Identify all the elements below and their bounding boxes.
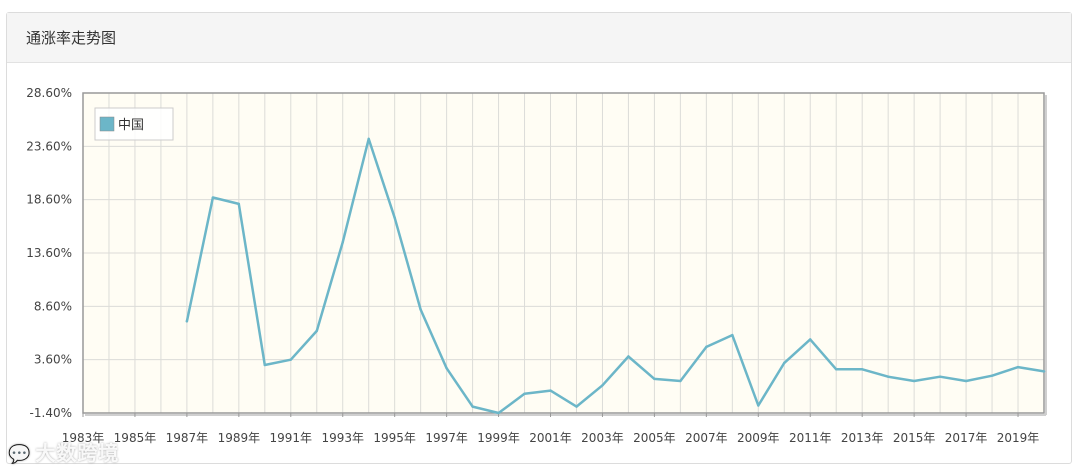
x-tick-label: 2015年	[893, 431, 936, 445]
x-tick-label: 2017年	[945, 431, 988, 445]
legend-swatch	[99, 116, 115, 132]
data-point	[237, 202, 241, 206]
data-point	[809, 338, 812, 341]
data-point	[679, 379, 682, 383]
data-point	[912, 379, 916, 383]
x-tick-label: 2011年	[789, 431, 832, 445]
x-tick-label: 2003年	[581, 431, 624, 445]
series-line	[185, 137, 1046, 415]
x-tick-label: 1987年	[166, 431, 209, 445]
x-tick-label: 1999年	[477, 431, 520, 445]
data-point	[886, 375, 890, 378]
x-tick-label: 1989年	[218, 431, 261, 445]
data-point	[419, 308, 422, 311]
x-tick-label: 1991年	[270, 431, 313, 445]
x-tick-label: 2007年	[685, 431, 728, 445]
data-point	[783, 361, 786, 365]
data-point	[341, 241, 344, 244]
data-point	[835, 368, 838, 371]
legend-label: 中国	[118, 118, 144, 133]
x-tick-label: 1995年	[373, 431, 416, 445]
x-tick-label: 1993年	[321, 431, 364, 445]
data-point	[1042, 370, 1046, 373]
x-tick-label: 2005年	[633, 431, 676, 445]
x-tick-label: 1997年	[425, 431, 468, 445]
y-tick-label: 13.60%	[26, 246, 72, 260]
y-tick-label: 18.60%	[26, 193, 72, 207]
watermark-text: 大数跨境	[35, 441, 120, 465]
x-tick-label: 1985年	[114, 431, 157, 445]
data-point	[211, 196, 215, 199]
data-point	[938, 375, 942, 378]
data-point	[1016, 365, 1020, 369]
data-point	[601, 384, 604, 387]
data-point	[964, 379, 968, 383]
data-point	[497, 411, 500, 415]
data-point	[549, 389, 552, 392]
y-tick-label: 3.60%	[34, 353, 72, 367]
data-point	[315, 329, 318, 333]
x-tick-label: 2009年	[737, 431, 780, 445]
y-tick-label: 23.60%	[26, 139, 72, 153]
data-point	[185, 320, 189, 323]
data-point	[523, 392, 526, 395]
data-point	[757, 404, 760, 407]
x-tick-label: 2001年	[529, 431, 572, 445]
chat-bubble-icon: 💬	[8, 444, 32, 465]
data-point	[263, 363, 267, 367]
x-tick-label: 2013年	[841, 431, 884, 445]
y-tick-label: 28.60%	[26, 86, 72, 100]
data-point	[705, 345, 708, 349]
data-point	[367, 137, 370, 141]
data-point	[731, 333, 734, 337]
panel-header: 通涨率走势图	[7, 13, 1071, 63]
x-tick-label: 2019年	[997, 431, 1040, 445]
data-point	[471, 405, 474, 408]
data-point	[289, 358, 292, 361]
data-point	[393, 216, 396, 219]
data-point	[445, 367, 448, 370]
data-point	[653, 377, 656, 381]
watermark: 💬 大数跨境	[8, 437, 119, 466]
data-point	[627, 355, 630, 358]
x-tick-label: 1983年	[62, 431, 105, 445]
panel-title: 通涨率走势图	[26, 29, 117, 47]
plot-border	[82, 92, 1045, 414]
y-tick-label: 8.60%	[34, 299, 72, 313]
y-tick-label: -1.40%	[30, 406, 72, 420]
data-point	[575, 405, 578, 408]
data-point	[990, 374, 994, 377]
data-point	[860, 368, 864, 371]
